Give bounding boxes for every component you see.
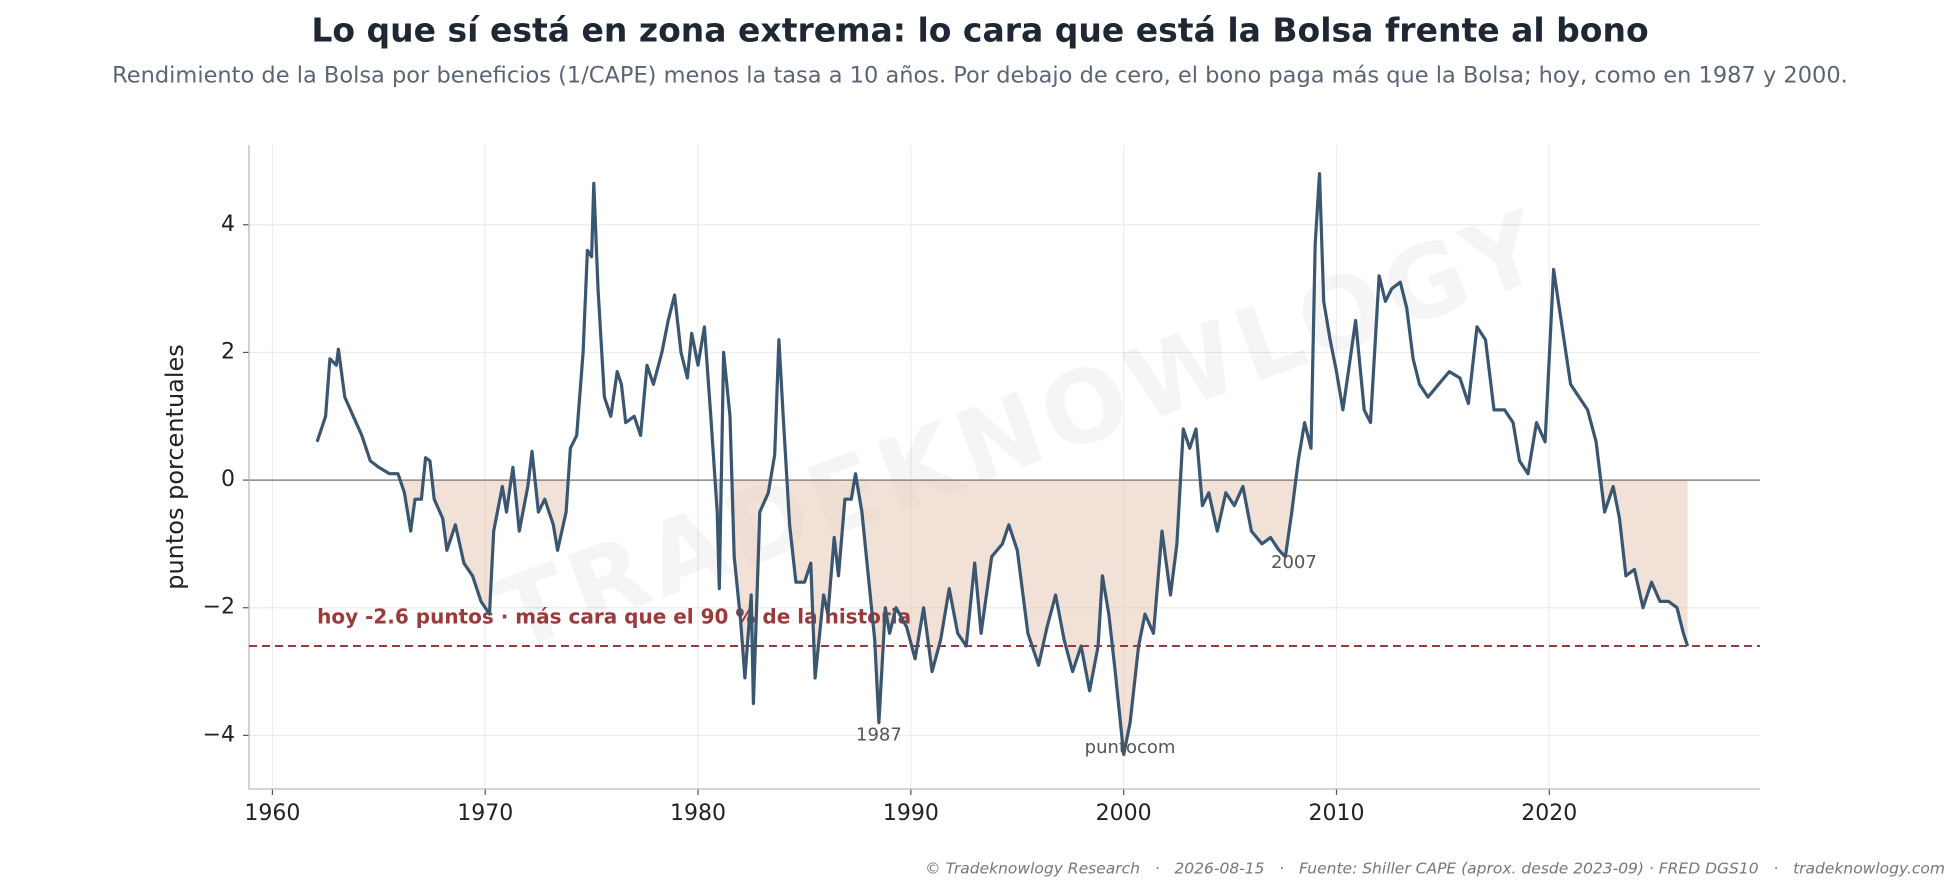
x-tick-label: 2010 [1308, 801, 1364, 826]
annotation: 2007 [1271, 552, 1317, 573]
y-tick-label: 4 [221, 212, 235, 237]
y-tick-label: 0 [221, 467, 235, 492]
x-tick-label: 2020 [1521, 801, 1577, 826]
footer: © Tradeknowlogy Research · 2026-08-15 · … [925, 860, 1945, 878]
y-axis-label: puntos porcentuales [161, 344, 189, 590]
x-tick-label: 1980 [670, 801, 726, 826]
annotation: puntocom [1085, 737, 1176, 758]
chart-title: Lo que sí está en zona extrema: lo cara … [311, 11, 1648, 50]
x-tick-label: 1970 [457, 801, 513, 826]
x-tick-label: 2000 [1096, 801, 1152, 826]
negative-area [400, 480, 1688, 755]
x-tick-label: 1990 [883, 801, 939, 826]
x-tick-label: 1960 [244, 801, 300, 826]
annotation: 1987 [856, 724, 902, 745]
watermark: TRADEKNOWLOGY [482, 186, 1561, 674]
y-tick-label: −2 [203, 595, 235, 620]
y-tick-label: −4 [203, 722, 235, 747]
chart-subtitle: Rendimiento de la Bolsa por beneficios (… [112, 63, 1848, 89]
y-tick-label: 2 [221, 339, 235, 364]
line [315, 172, 1690, 757]
